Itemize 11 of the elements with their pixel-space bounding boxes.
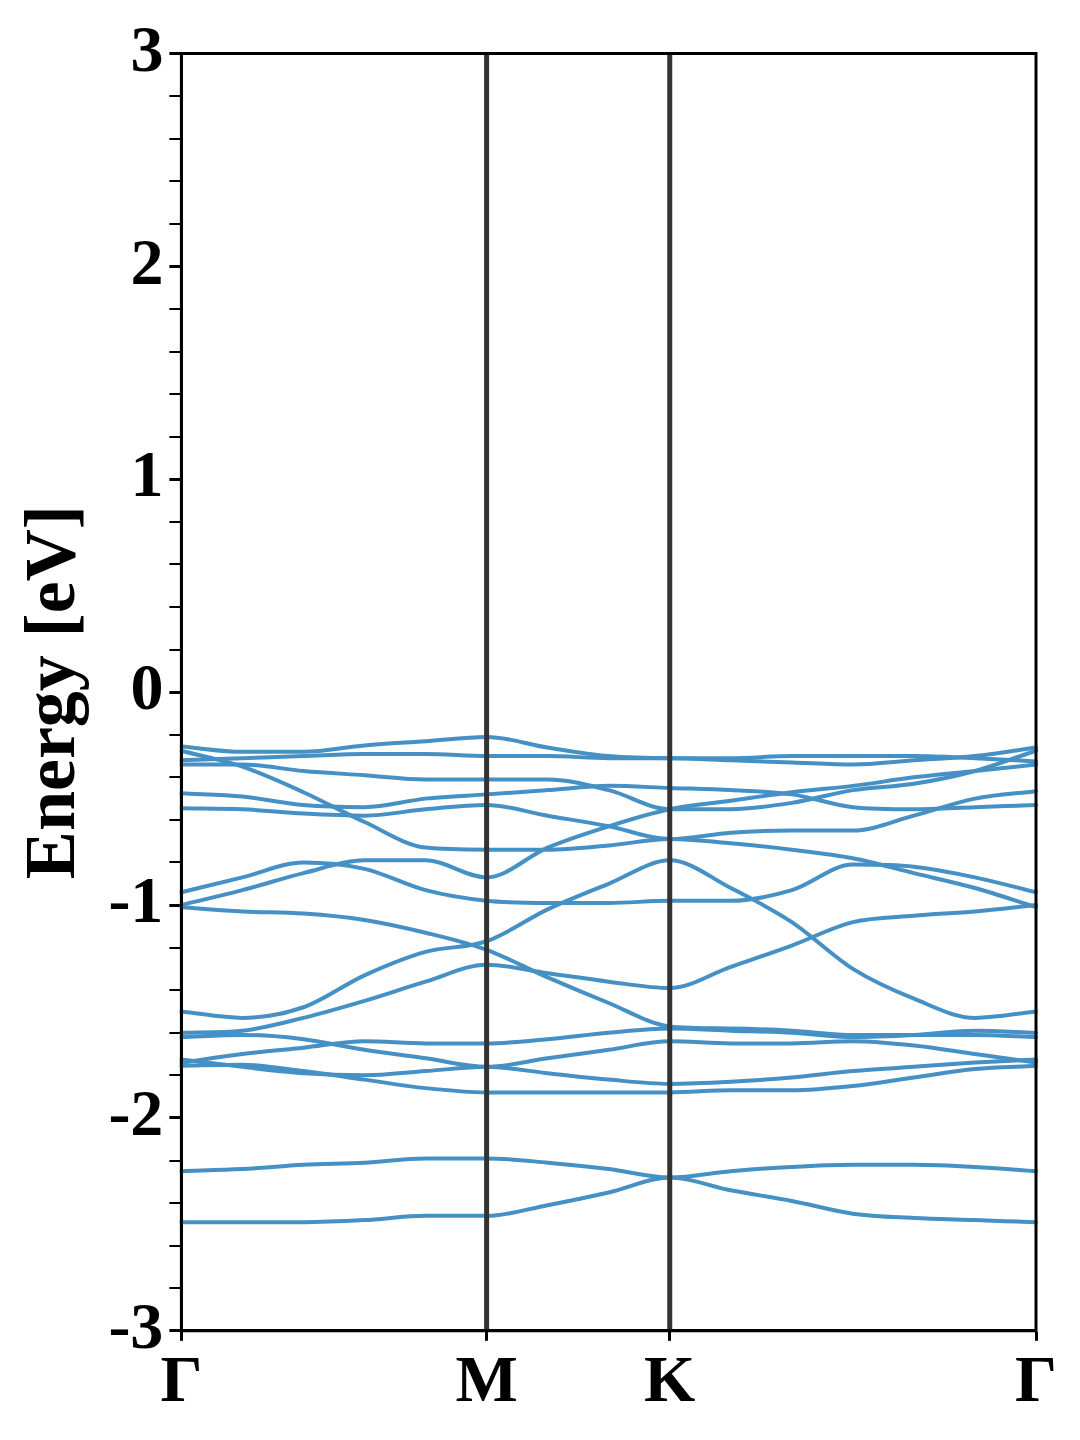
y-tick-label: -1 [108, 863, 164, 937]
y-tick-label: 0 [130, 650, 164, 724]
x-tick-label: M [455, 1342, 518, 1416]
x-tick-label: K [644, 1342, 696, 1416]
y-tick-label: -2 [108, 1075, 164, 1149]
x-tick-label: Γ [1015, 1342, 1057, 1416]
y-tick-label: 3 [130, 11, 164, 85]
y-axis-title: Energy [eV] [9, 505, 90, 880]
y-tick-label: 2 [130, 224, 164, 298]
x-tick-label: Γ [160, 1342, 203, 1416]
y-tick-label: 1 [130, 437, 164, 511]
